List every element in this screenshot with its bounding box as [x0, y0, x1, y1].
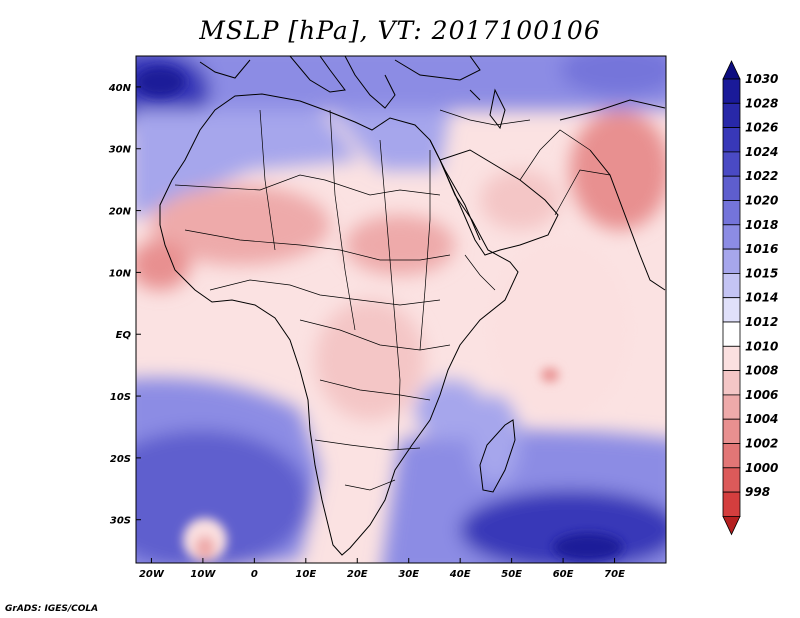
colorbar-swatch	[722, 248, 741, 274]
lat-tick-label: 10N	[109, 268, 132, 279]
colorbar-swatch	[722, 102, 741, 129]
map-frame	[135, 55, 667, 564]
colorbar: 1030 1028 1026 1024 1022 1020 1018 1016 1015 1014…	[722, 60, 778, 536]
colorbar-swatch	[722, 200, 741, 226]
colorbar-label: 998	[745, 485, 770, 499]
colorbar-swatch	[722, 151, 741, 177]
lat-tick-label: EQ	[116, 330, 132, 341]
colorbar-label: 1015	[745, 266, 778, 280]
pressure-field	[136, 56, 666, 563]
colorbar-swatch	[722, 370, 741, 396]
colorbar-label: 1006	[745, 388, 778, 402]
colorbar-label: 1028	[745, 96, 778, 110]
lon-tick-label: 50E	[501, 569, 522, 580]
colorbar-swatch	[722, 224, 741, 250]
colorbar-swatch	[722, 127, 741, 153]
country-borders	[174, 109, 611, 491]
lon-tick-label: 20E	[347, 569, 368, 580]
lon-tick-label: 0	[251, 569, 258, 580]
grads-credit: GrADS: IGES/COLA	[5, 604, 99, 614]
lat-tick-label: 20N	[109, 207, 132, 218]
colorbar-label: 1010	[745, 339, 778, 353]
lat-tick-label: 20S	[110, 454, 131, 465]
colorbar-extend-high	[722, 60, 741, 80]
map-title: MSLP [hPa], VT: 2017100106	[199, 16, 601, 45]
lat-tick-label: 10S	[110, 392, 131, 403]
colorbar-label: 1018	[745, 218, 778, 232]
colorbar-swatch	[722, 345, 741, 371]
colorbar-label: 1016	[745, 242, 778, 256]
colorbar-label: 1014	[745, 291, 778, 305]
colorbar-label: 1008	[745, 364, 778, 378]
colorbar-swatch	[722, 491, 741, 517]
colorbar-label: 1002	[745, 437, 778, 451]
colorbar-swatch	[722, 297, 741, 323]
colorbar-extend-low	[722, 516, 741, 536]
lon-tick-label: 10W	[190, 569, 216, 580]
colorbar-swatch	[722, 418, 741, 444]
colorbar-label: 1022	[745, 169, 778, 183]
colorbar-label: 1030	[745, 72, 778, 86]
lat-tick-label: 30N	[109, 145, 132, 156]
lon-tick-label: 30E	[398, 569, 419, 580]
colorbar-swatch	[722, 321, 741, 347]
lat-tick-label: 40N	[108, 83, 132, 94]
colorbar-swatch	[722, 394, 741, 420]
colorbar-label: 1000	[745, 461, 778, 475]
lon-tick-label: 60E	[553, 569, 574, 580]
lat-tick-label: 30S	[110, 516, 131, 527]
colorbar-label: 1026	[745, 121, 778, 135]
colorbar-swatch	[722, 175, 741, 201]
axis-ticks: 20W 10W 0 10E 20E 30E 40E 50E 60E 70E 40N 30N 20N 10N…	[108, 83, 625, 580]
lon-tick-label: 40E	[449, 569, 471, 580]
colorbar-label: 1012	[745, 315, 778, 329]
colorbar-swatch	[722, 443, 741, 469]
lon-tick-label: 70E	[604, 569, 625, 580]
colorbar-swatch	[722, 272, 741, 299]
colorbar-label: 1024	[745, 145, 778, 159]
coastlines	[159, 56, 666, 556]
colorbar-swatch	[722, 467, 741, 493]
colorbar-label: 1004	[745, 412, 778, 426]
lon-tick-label: 20W	[139, 569, 165, 580]
colorbar-swatch	[722, 78, 741, 104]
lon-tick-label: 10E	[295, 569, 316, 580]
colorbar-label: 1020	[745, 194, 778, 208]
